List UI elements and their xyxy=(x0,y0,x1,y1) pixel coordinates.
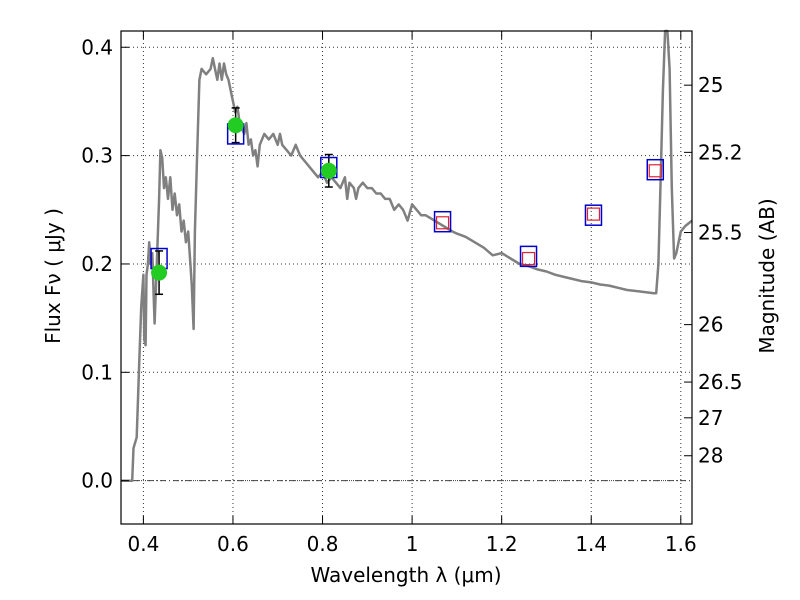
red-model-boxes xyxy=(435,164,662,266)
mag-tick-label: 25.5 xyxy=(698,221,743,245)
mag-tick-label: 25.2 xyxy=(698,140,743,164)
y-tick-label: 0.1 xyxy=(81,360,113,384)
blue-model-boxes xyxy=(150,123,665,270)
observed-point xyxy=(320,162,337,179)
right-axis-title: Magnitude (AB) xyxy=(755,198,779,353)
y-axis-title: Flux Fν ( μJy ) xyxy=(41,208,65,344)
y-tick-label: 0.3 xyxy=(81,144,113,168)
red-model-box xyxy=(648,164,662,178)
blue-model-box xyxy=(519,245,538,268)
observed-points xyxy=(151,117,337,281)
x-tick-label: 0.6 xyxy=(217,532,249,556)
blue-model-box xyxy=(584,204,603,226)
magnitude-axis-ticks: 25 25.2 25.5 26 26.5 27 28 xyxy=(684,73,743,468)
vertical-grid-lines xyxy=(142,31,682,524)
y-tick-label: 0.0 xyxy=(81,469,113,493)
mag-tick-label: 26.5 xyxy=(698,370,743,394)
x-tick-label: 1.4 xyxy=(575,532,607,556)
blue-model-box xyxy=(433,210,452,233)
x-tick-label: 0.8 xyxy=(307,532,339,556)
mag-tick-label: 28 xyxy=(698,444,723,468)
plot-frame xyxy=(120,30,693,525)
model-sed-line xyxy=(121,29,693,482)
mag-tick-label: 26 xyxy=(698,313,723,337)
red-model-box xyxy=(586,207,601,221)
x-axis-ticks: 0.4 0.6 0.8 1 1.2 1.4 1.6 xyxy=(127,31,697,556)
red-model-box xyxy=(521,251,536,266)
x-tick-label: 1.6 xyxy=(665,532,697,556)
x-axis-title: Wavelength λ (μm) xyxy=(310,563,501,587)
x-tick-label: 0.4 xyxy=(127,532,159,556)
x-tick-label: 1 xyxy=(406,532,419,556)
plot-area xyxy=(121,29,693,482)
x-tick-label: 1.2 xyxy=(486,532,518,556)
y-tick-label: 0.4 xyxy=(81,35,113,59)
mag-tick-label: 25 xyxy=(698,73,723,97)
blue-model-box xyxy=(646,158,665,181)
y-tick-label: 0.2 xyxy=(81,252,113,276)
y-axis-ticks: 0.0 0.1 0.2 0.3 0.4 xyxy=(81,35,129,493)
observed-point xyxy=(151,264,168,281)
mag-tick-label: 27 xyxy=(698,406,723,430)
horizontal-grid-lines xyxy=(121,46,692,482)
red-model-box xyxy=(435,216,450,230)
observed-point xyxy=(227,117,244,134)
